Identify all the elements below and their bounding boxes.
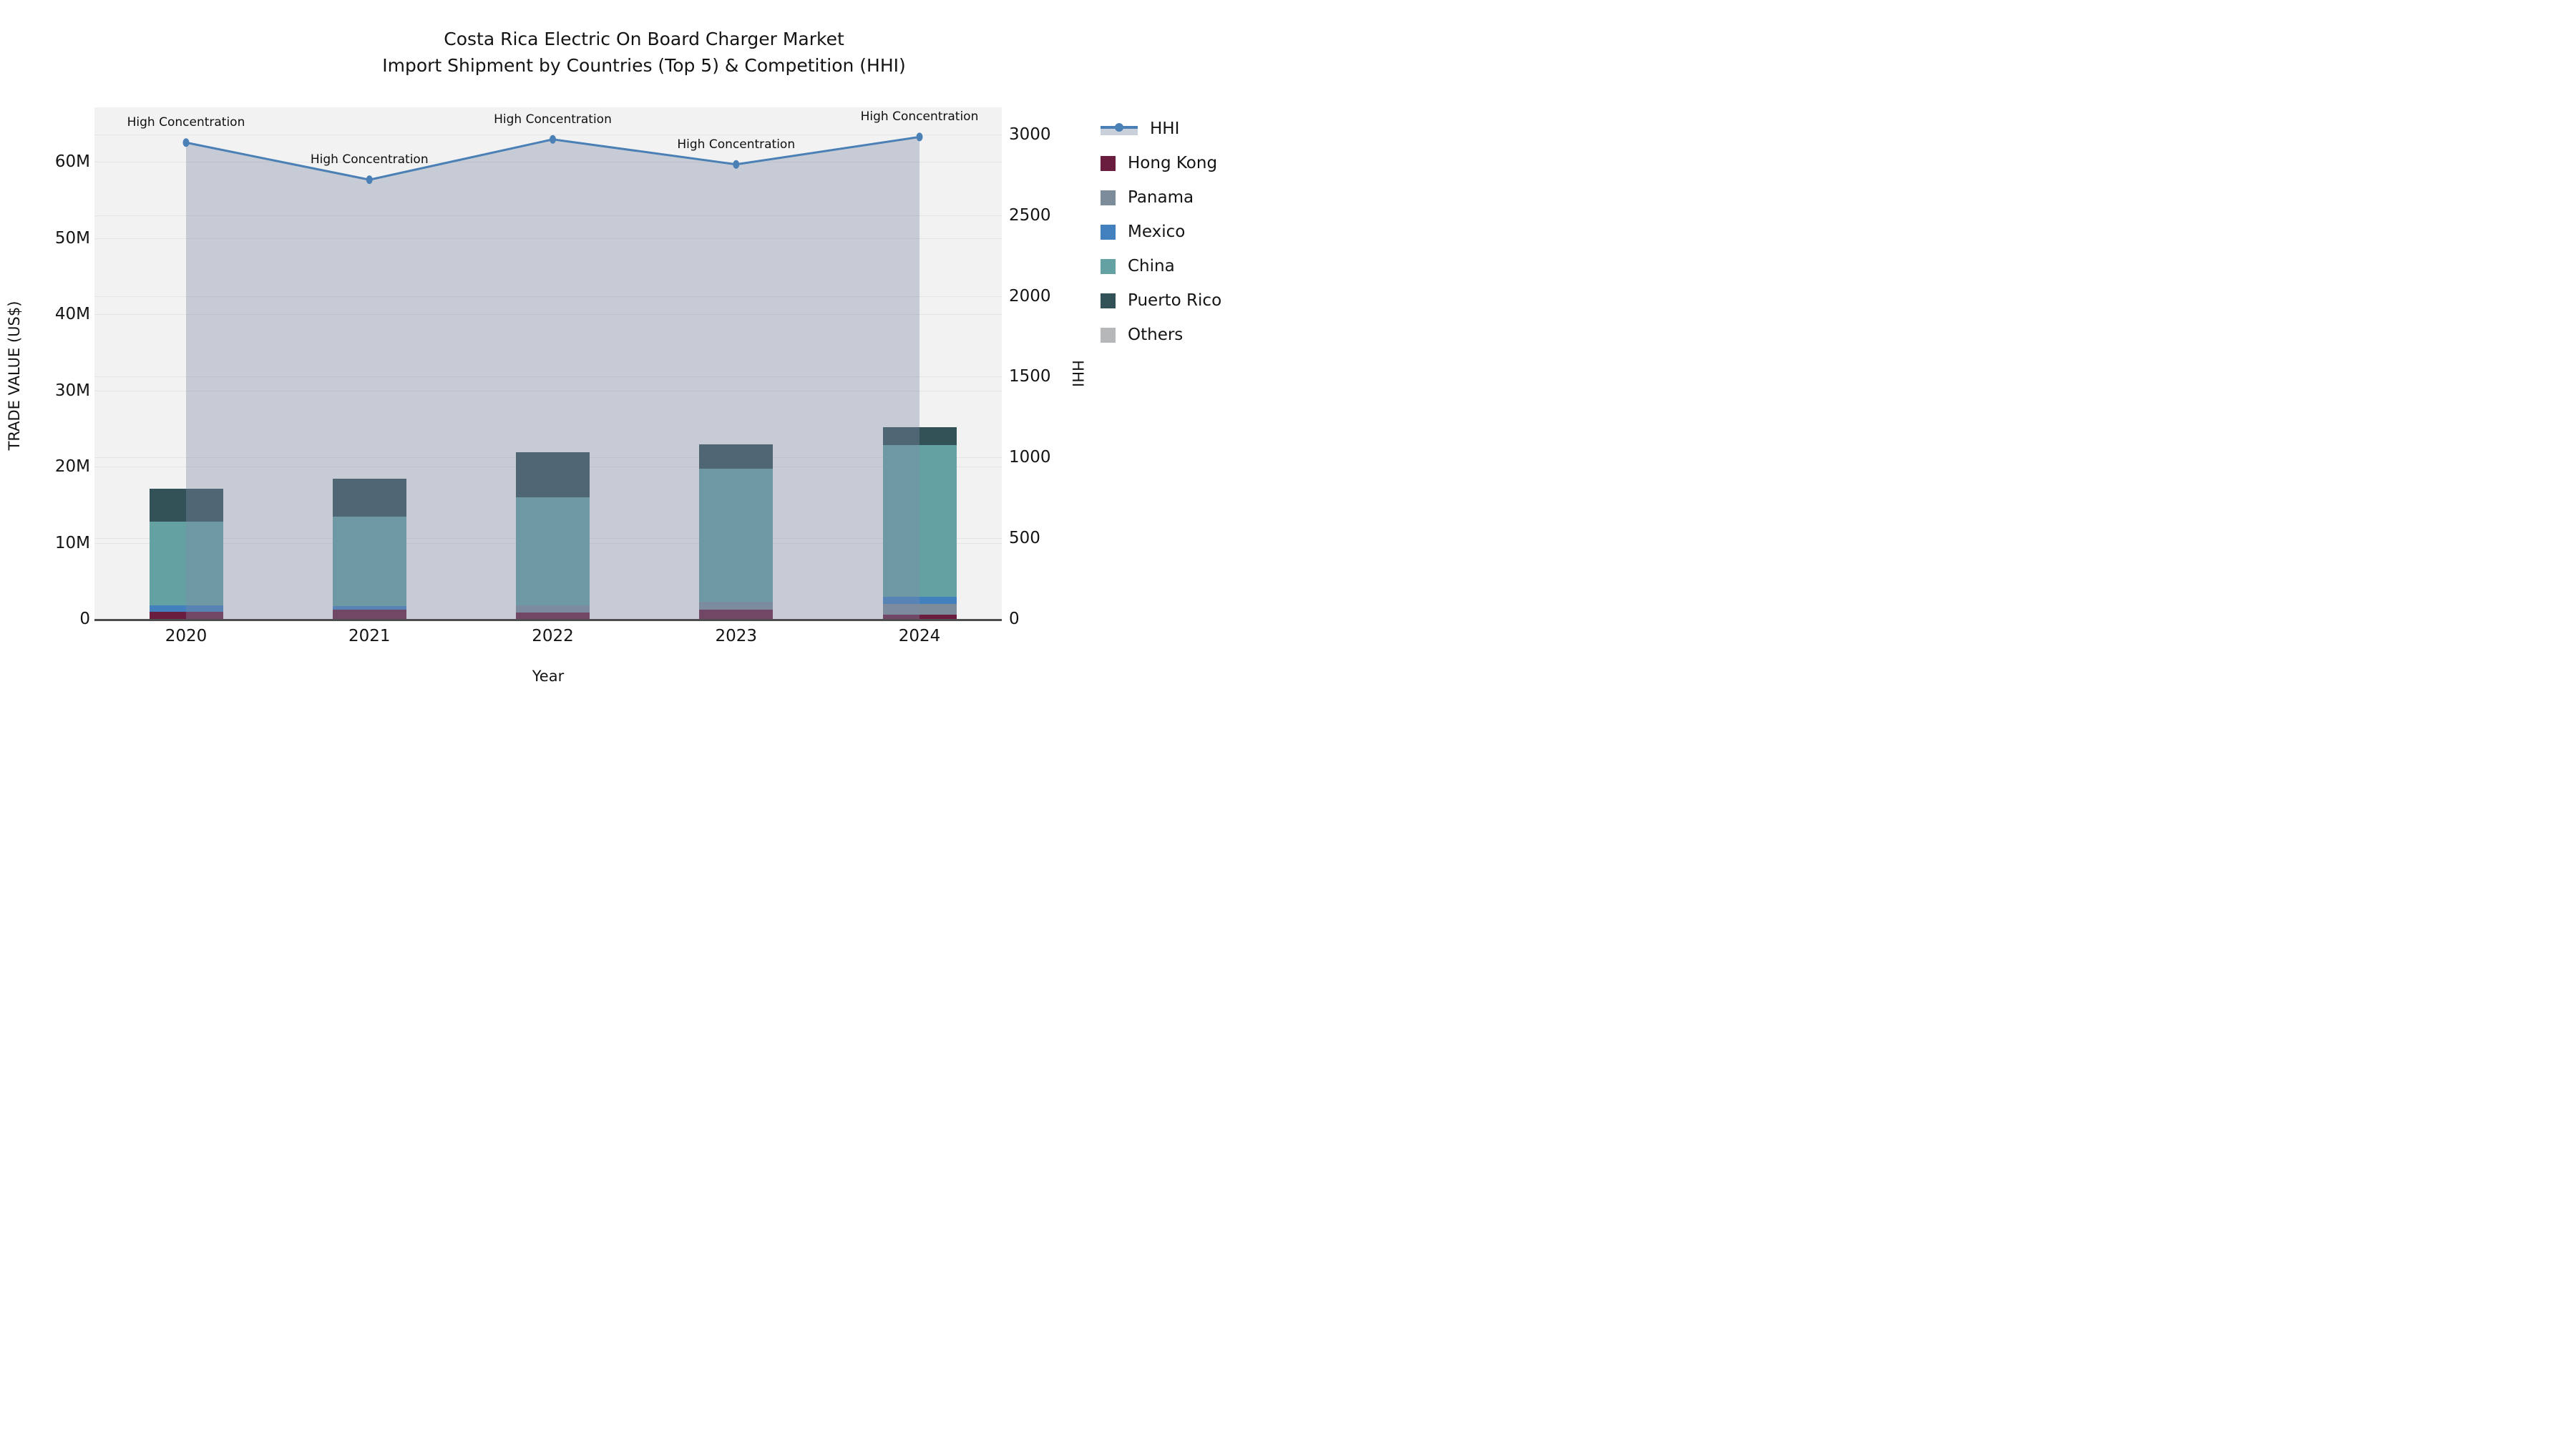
y-tick-label-right: 1500 (1009, 367, 1051, 386)
x-tick-label: 2023 (715, 627, 758, 645)
hhi-area-fill (186, 137, 919, 619)
chart-figure: Costa Rica Electric On Board Charger Mar… (0, 0, 1288, 725)
legend: HHI Hong Kong Panama Mexico China Puerto Rico… (1101, 112, 1221, 352)
annotation-high-concentration: High Concentration (127, 115, 245, 130)
bar-segment-china (332, 517, 406, 619)
y-tick-label-right: 0 (1009, 610, 1020, 628)
y-tick-label-left: 0 (79, 610, 90, 628)
legend-item-mexico: Mexico (1101, 215, 1221, 249)
legend-swatch (1101, 155, 1116, 171)
y-tick-label-left: 40M (54, 305, 90, 323)
hhi-marker (733, 160, 740, 169)
legend-item-others: Others (1101, 318, 1221, 352)
legend-label: Mexico (1128, 223, 1186, 241)
hhi-overlay (182, 132, 923, 619)
y-tick-label-left: 20M (54, 457, 90, 476)
gridline-trade-value (94, 314, 1002, 315)
y-tick-label-right: 2500 (1009, 205, 1051, 225)
y-tick-label-right: 2000 (1009, 286, 1051, 306)
x-tick-label: 2021 (348, 627, 391, 645)
x-tick-label: 2024 (898, 627, 941, 645)
bar-segment-china (699, 469, 774, 619)
legend-swatch (1101, 327, 1116, 343)
bar-segment-hong-kong (882, 614, 957, 619)
legend-item-hhi: HHI (1101, 112, 1221, 146)
x-axis-title: Year (532, 668, 565, 685)
legend-label: Puerto Rico (1128, 291, 1222, 310)
legend-label: Panama (1128, 188, 1194, 207)
bar-segment-china (882, 445, 957, 619)
right-axis-title: HHI (1069, 360, 1086, 387)
gridline-trade-value (94, 238, 1002, 239)
y-tick-label-left: 60M (54, 152, 90, 171)
y-tick-label-left: 10M (54, 533, 90, 552)
gridline-hhi (94, 215, 1002, 216)
hhi-marker (916, 132, 923, 142)
legend-label: Others (1128, 326, 1184, 344)
gridline-hhi (94, 376, 1002, 378)
hhi-marker (366, 175, 373, 185)
legend-hhi-marker (1115, 123, 1123, 132)
y-tick-label-right: 1000 (1009, 448, 1051, 467)
y-tick-label-left: 30M (54, 381, 90, 400)
bar-segment-china (516, 497, 590, 619)
bar-segment-hong-kong (699, 610, 774, 619)
y-tick-label-right: 500 (1009, 529, 1040, 548)
chart-title-line2: Import Shipment by Countries (Top 5) & C… (382, 55, 906, 76)
legend-swatch (1101, 190, 1116, 205)
plot-area: High Concentration High Concentration High… (94, 107, 1002, 621)
legend-swatch (1101, 224, 1116, 240)
legend-swatch (1101, 258, 1116, 274)
annotation-high-concentration: High Concentration (310, 152, 429, 167)
x-tick-label: 2022 (532, 627, 574, 645)
x-tick-label: 2020 (165, 627, 208, 645)
legend-item-china: China (1101, 249, 1221, 283)
y-tick-label-left: 50M (54, 228, 90, 248)
legend-label: Hong Kong (1128, 154, 1218, 172)
legend-swatch (1101, 293, 1116, 308)
legend-item-hong-kong: Hong Kong (1101, 146, 1221, 180)
chart-title-line1: Costa Rica Electric On Board Charger Mar… (444, 29, 844, 49)
legend-item-puerto-rico: Puerto Rico (1101, 283, 1221, 318)
annotation-high-concentration: High Concentration (494, 112, 612, 127)
chart-title: Costa Rica Electric On Board Charger Mar… (0, 26, 1288, 79)
annotation-high-concentration: High Concentration (860, 109, 979, 125)
bar-segment-hong-kong (516, 613, 590, 619)
hhi-marker (550, 135, 556, 144)
hhi-marker (182, 138, 190, 147)
annotation-high-concentration: High Concentration (677, 137, 796, 152)
legend-hhi-line-sample (1101, 120, 1138, 137)
legend-item-panama: Panama (1101, 180, 1221, 215)
legend-label: HHI (1150, 119, 1180, 138)
gridline-hhi (94, 296, 1002, 297)
bar-segment-china (149, 521, 223, 619)
y-tick-label-right: 3000 (1009, 125, 1051, 144)
bar-segment-hong-kong (149, 612, 223, 619)
legend-label: China (1128, 257, 1175, 275)
bar-segment-hong-kong (332, 610, 406, 619)
left-axis-title: TRADE VALUE (US$) (6, 301, 23, 451)
